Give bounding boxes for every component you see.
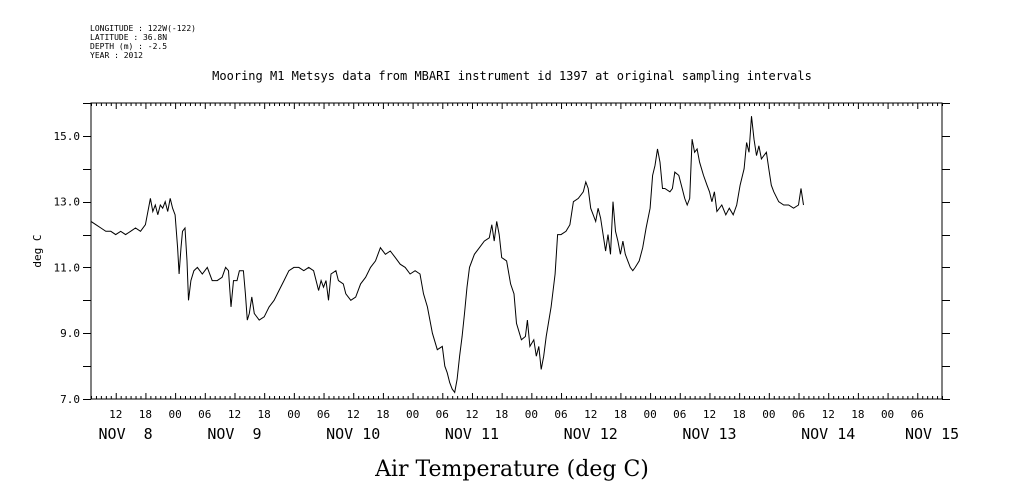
y-tick-label: 11.0: [54, 261, 81, 274]
x-tick-label: 06: [554, 408, 567, 421]
x-tick-label: 18: [614, 408, 627, 421]
x-tick-label: 00: [881, 408, 894, 421]
meta-latitude: LATITUDE : 36.8N: [90, 33, 167, 42]
day-label: NOV 11: [445, 425, 499, 443]
x-axis-label: Air Temperature (deg C): [374, 457, 649, 482]
x-tick-label: 00: [287, 408, 300, 421]
top-tick-marks: [91, 103, 943, 109]
x-tick-label: 18: [139, 408, 152, 421]
meta-year: YEAR : 2012: [90, 51, 143, 60]
x-tick-label: 12: [703, 408, 716, 421]
x-tick-label: 06: [911, 408, 924, 421]
series-line: [90, 116, 804, 394]
x-tick-label: 06: [198, 408, 211, 421]
x-tick-label: 00: [168, 408, 181, 421]
day-label: NOV 10: [326, 425, 380, 443]
x-tick-label: 12: [228, 408, 241, 421]
x-tick-label: 18: [495, 408, 508, 421]
x-tick-label: 00: [406, 408, 419, 421]
chart-title: Mooring M1 Metsys data from MBARI instru…: [212, 69, 812, 83]
day-label: NOV 13: [682, 425, 736, 443]
x-tick-label: 18: [733, 408, 746, 421]
x-tick-label: 00: [525, 408, 538, 421]
x-tick-labels: 12 18 00 06 12 18 00 06 12 18 00 06 12 18 00 06 12 18 00 06…: [109, 408, 924, 421]
x-tick-label: 06: [436, 408, 449, 421]
x-tick-label: 18: [376, 408, 389, 421]
x-tick-label: 12: [822, 408, 835, 421]
meta-depth: DEPTH (m) : -2.5: [90, 42, 167, 51]
x-tick-label: 12: [465, 408, 478, 421]
x-tick-label: 12: [584, 408, 597, 421]
x-tick-label: 18: [258, 408, 271, 421]
x-tick-label: 06: [317, 408, 330, 421]
y-tick-label: 13.0: [54, 196, 81, 209]
y-tick-labels: 7.0 9.0 11.0 13.0 15.0: [54, 130, 81, 406]
x-tick-label: 06: [792, 408, 805, 421]
y-axis-label: deg C: [31, 234, 44, 267]
meta-longitude: LONGITUDE : 122W(-122): [90, 24, 196, 33]
x-tick-label: 12: [347, 408, 360, 421]
day-label: NOV 15: [905, 425, 959, 443]
x-tick-label: 00: [762, 408, 775, 421]
day-label: NOV 12: [564, 425, 618, 443]
day-label: NOV 14: [801, 425, 855, 443]
bottom-tick-marks: [91, 393, 943, 399]
day-label: NOV 9: [207, 425, 261, 443]
y-tick-label: 7.0: [60, 393, 80, 406]
y-tick-label: 15.0: [54, 130, 81, 143]
day-labels: NOV 8 NOV 9 NOV 10 NOV 11 NOV 12 NOV 13 NOV 14…: [99, 425, 960, 443]
x-tick-label: 12: [109, 408, 122, 421]
x-tick-label: 00: [643, 408, 656, 421]
y-tick-label: 9.0: [60, 327, 80, 340]
day-label: NOV 8: [99, 425, 153, 443]
x-tick-label: 06: [673, 408, 686, 421]
x-tick-label: 18: [851, 408, 864, 421]
y-tick-marks: [83, 103, 950, 400]
plot-frame: [90, 102, 943, 400]
